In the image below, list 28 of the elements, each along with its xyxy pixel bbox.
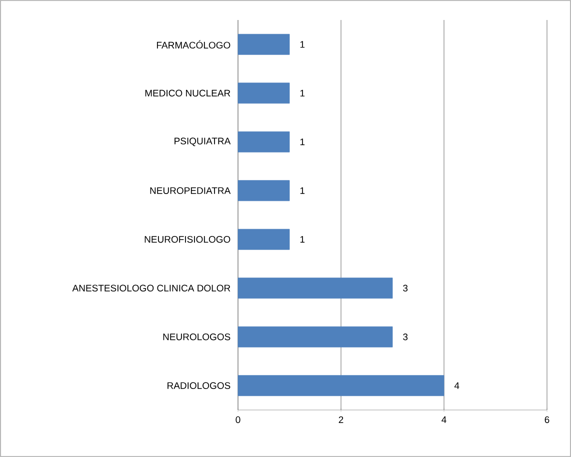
data-label: 1 [300,90,305,96]
data-label: 1 [300,187,305,194]
y-tick-label: RADIOLOGOS [168,382,230,389]
x-tick-label: 4 [442,416,446,423]
data-label: 4 [454,382,460,389]
bar [238,82,290,104]
x-tick-label: 6 [544,416,550,424]
bar [238,228,290,250]
data-label: 1 [300,41,305,48]
data-label: 1 [300,236,305,243]
bar [238,375,444,396]
bar [238,326,393,348]
bar [238,131,290,152]
y-tick-label: NEUROLOGOS [163,334,230,340]
bar [238,278,393,299]
y-tick-label: ANESTESIOLOGO CLINICA DOLOR [72,284,230,292]
data-label: 3 [403,284,408,292]
bar [238,34,290,55]
y-tick-label: NEUROFISIOLOGO [144,236,230,243]
y-tick-label: FARMACÓLOGO [156,40,230,49]
data-label: 3 [403,334,408,340]
y-tick-label: NEUROPEDIATRA [150,187,231,194]
x-tick-label: 0 [236,416,240,424]
y-tick-label: MEDICO NUCLEAR [145,90,230,96]
data-label: 1 [300,138,305,146]
bar [238,180,290,202]
y-tick-label: PSIQUIATRA [174,138,231,146]
x-tick-label: 2 [338,416,344,423]
